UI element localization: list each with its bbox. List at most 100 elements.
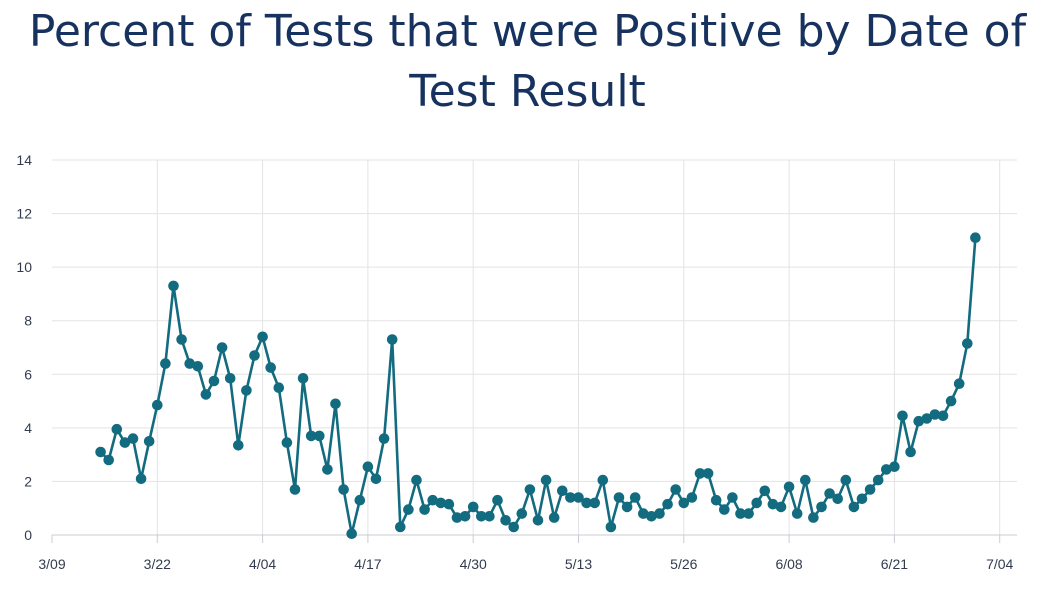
data-point[interactable] — [160, 358, 171, 369]
data-point[interactable] — [208, 375, 220, 387]
data-point[interactable] — [289, 484, 301, 495]
data-point[interactable] — [767, 498, 779, 510]
data-point[interactable] — [354, 494, 366, 506]
data-point[interactable] — [694, 468, 706, 479]
data-point[interactable] — [386, 334, 398, 345]
data-point[interactable] — [662, 498, 673, 510]
data-point[interactable] — [953, 378, 965, 390]
data-point[interactable] — [638, 508, 649, 519]
data-point[interactable] — [710, 494, 722, 506]
data-point[interactable] — [889, 461, 900, 473]
data-point[interactable] — [759, 485, 771, 497]
data-point[interactable] — [605, 521, 617, 533]
data-point[interactable] — [816, 501, 827, 513]
data-point[interactable] — [735, 508, 746, 519]
data-point[interactable] — [589, 497, 600, 509]
data-point[interactable] — [176, 334, 187, 345]
data-point[interactable] — [476, 511, 487, 522]
data-point[interactable] — [557, 485, 568, 497]
data-point[interactable] — [540, 474, 552, 486]
data-point[interactable] — [411, 474, 422, 486]
data-point[interactable] — [913, 415, 924, 427]
data-point[interactable] — [791, 508, 803, 519]
data-point[interactable] — [435, 497, 447, 509]
data-point[interactable] — [751, 497, 762, 509]
data-point[interactable] — [314, 430, 325, 442]
data-point[interactable] — [524, 484, 536, 495]
data-point[interactable] — [897, 410, 908, 422]
data-point[interactable] — [921, 413, 933, 424]
data-point[interactable] — [395, 521, 406, 533]
data-point[interactable] — [281, 437, 293, 448]
data-point[interactable] — [403, 504, 414, 515]
data-point[interactable] — [516, 508, 528, 519]
data-point[interactable] — [573, 492, 584, 503]
data-point[interactable] — [305, 430, 317, 442]
data-point[interactable] — [427, 494, 439, 506]
data-point[interactable] — [200, 389, 212, 400]
data-point[interactable] — [492, 494, 503, 506]
data-point[interactable] — [184, 358, 195, 369]
data-point[interactable] — [443, 498, 455, 510]
data-point[interactable] — [419, 504, 430, 515]
data-point[interactable] — [581, 497, 592, 509]
data-point[interactable] — [905, 446, 916, 458]
data-point[interactable] — [508, 521, 519, 533]
data-point[interactable] — [241, 385, 252, 396]
data-point[interactable] — [800, 474, 811, 486]
data-point[interactable] — [719, 504, 730, 515]
data-point[interactable] — [216, 342, 228, 353]
data-point[interactable] — [451, 512, 463, 523]
data-point[interactable] — [95, 446, 106, 458]
data-point[interactable] — [824, 488, 835, 499]
data-point[interactable] — [265, 362, 277, 373]
data-point[interactable] — [111, 423, 123, 435]
data-point[interactable] — [103, 454, 114, 466]
data-point[interactable] — [152, 399, 163, 411]
data-point[interactable] — [297, 373, 309, 384]
data-point[interactable] — [135, 473, 147, 485]
data-point[interactable] — [484, 511, 495, 522]
data-point[interactable] — [168, 280, 179, 292]
data-point[interactable] — [621, 501, 633, 513]
data-point[interactable] — [467, 501, 479, 513]
data-point[interactable] — [962, 338, 973, 349]
data-point[interactable] — [646, 511, 657, 522]
data-point[interactable] — [727, 492, 738, 503]
data-point[interactable] — [654, 508, 665, 519]
data-point[interactable] — [783, 481, 795, 493]
data-point[interactable] — [686, 492, 698, 503]
data-point[interactable] — [678, 497, 690, 509]
data-point[interactable] — [346, 528, 358, 539]
data-point[interactable] — [743, 508, 754, 519]
data-point[interactable] — [872, 474, 884, 486]
data-point[interactable] — [192, 361, 204, 372]
data-point[interactable] — [970, 232, 981, 243]
data-point[interactable] — [378, 433, 390, 444]
data-point[interactable] — [937, 410, 949, 422]
data-point[interactable] — [143, 436, 155, 447]
data-point[interactable] — [322, 464, 333, 475]
data-point[interactable] — [840, 474, 852, 486]
data-point[interactable] — [629, 492, 641, 503]
data-point[interactable] — [848, 501, 860, 513]
data-point[interactable] — [775, 501, 787, 513]
data-point[interactable] — [945, 395, 957, 407]
data-point[interactable] — [808, 512, 819, 523]
data-point[interactable] — [881, 464, 892, 475]
data-point[interactable] — [597, 474, 609, 486]
data-point[interactable] — [370, 473, 382, 485]
data-point[interactable] — [338, 484, 349, 495]
data-point[interactable] — [864, 484, 876, 495]
data-point[interactable] — [273, 382, 285, 394]
data-point[interactable] — [249, 350, 260, 361]
data-point[interactable] — [362, 461, 374, 473]
data-point[interactable] — [532, 515, 544, 526]
data-point[interactable] — [119, 437, 131, 448]
data-point[interactable] — [702, 468, 714, 479]
data-point[interactable] — [257, 331, 268, 343]
data-point[interactable] — [224, 373, 236, 384]
data-point[interactable] — [565, 492, 576, 503]
data-point[interactable] — [670, 484, 681, 495]
data-point[interactable] — [459, 511, 471, 522]
